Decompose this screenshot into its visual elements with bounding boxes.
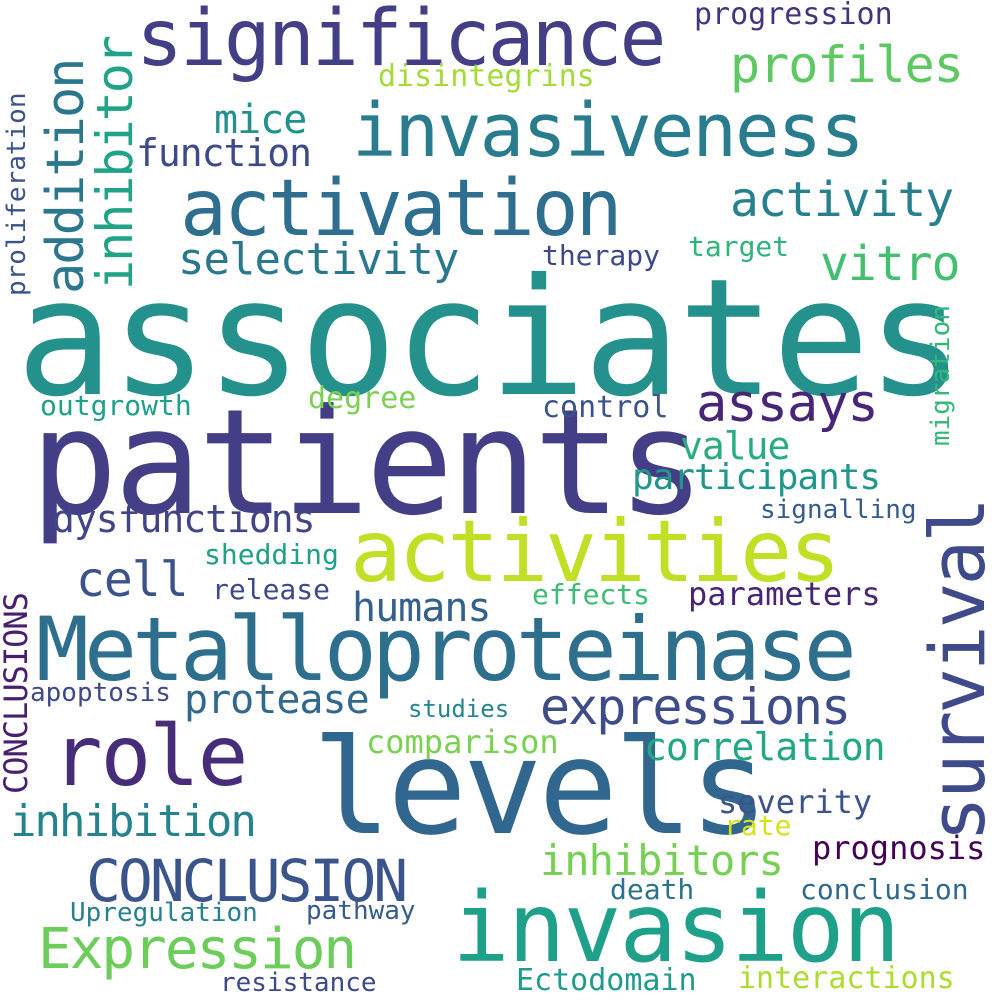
word-levels: levels [312,711,769,865]
word-migration: migration [926,305,956,446]
word-inhibitor: inhibitor [86,37,144,290]
word-metalloproteinase: Metalloproteinase [36,598,857,701]
word-patients: patients [30,378,705,548]
word-associates: associates [16,245,964,433]
word-signalling: signalling [760,495,917,525]
word-protease: protease [184,677,370,723]
word-invasiveness: invasiveness [352,88,865,174]
word-outgrowth: outgrowth [40,389,192,422]
word-rate: rate [724,809,792,842]
word-control: control [542,390,669,425]
word-expression: Expression [38,917,357,982]
word-expressions: expressions [540,678,851,736]
word-progression: progression [694,0,893,32]
word-selectivity: selectivity [178,234,459,285]
word-target: target [688,230,790,263]
word-correlation: correlation [644,725,886,769]
word-conclusion: conclusion [800,873,969,906]
word-effects: effects [532,578,651,611]
word-pathway: pathway [306,896,416,926]
word-comparison: comparison [366,723,559,761]
word-assays: assays [696,374,879,434]
word-function: function [136,131,312,175]
word-resistance: resistance [220,968,377,998]
word-ectodomain: Ectodomain [516,963,697,998]
word-therapy: therapy [542,239,661,272]
word-cell: cell [76,552,189,608]
word-studies: studies [408,695,510,723]
word-apoptosis: apoptosis [30,678,171,708]
word-activity: activity [730,172,954,228]
word-prognosis: prognosis [812,829,986,867]
word-activation: activation [180,164,623,254]
word-role: role [52,707,248,805]
word-mice: mice [214,97,307,143]
word-humans: humans [352,585,491,631]
word-dysfunctions: dysfunctions [52,497,316,541]
word-disintegrins: disintegrins [378,59,595,94]
word-severity: severity [718,783,873,821]
word-inhibitors: inhibitors [540,836,784,885]
word-vitro: vitro [820,236,960,292]
word-upregulation: Upregulation [70,898,258,928]
word-conclusions-upper: CONCLUSIONS [0,593,35,794]
word-significance: significance [136,0,667,84]
word-addition: addition [36,59,96,294]
word-release: release [212,573,331,606]
word-conclusion-upper: CONCLUSION [86,847,408,915]
word-invasion: invasion [452,872,900,984]
word-profiles: profiles [730,36,964,94]
word-activities: activities [350,502,841,602]
word-degree: degree [308,381,417,416]
word-proliferation: proliferation [2,92,32,297]
word-parameters: parameters [688,575,881,613]
word-interactions: interactions [738,961,955,996]
word-shedding: shedding [204,538,339,571]
word-death: death [610,873,695,906]
word-value: value [680,424,790,468]
word-participants: participants [632,457,881,498]
word-inhibition: inhibition [10,796,257,847]
word-survival: survival [913,499,1000,842]
